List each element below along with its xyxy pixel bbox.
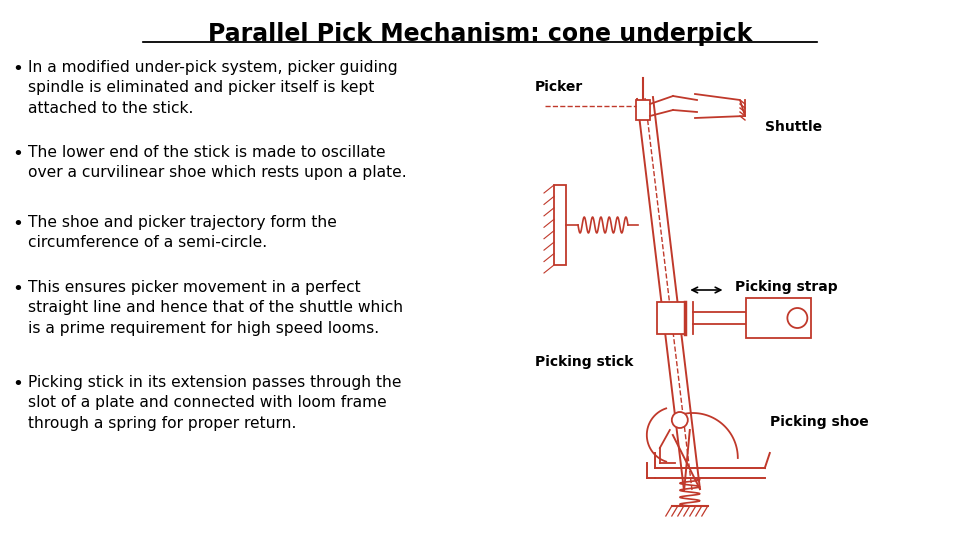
Text: Picking strap: Picking strap (735, 280, 838, 294)
Text: Picking shoe: Picking shoe (770, 415, 869, 429)
Text: •: • (12, 375, 23, 393)
Bar (746, 298, 811, 338)
Polygon shape (695, 94, 745, 118)
Text: •: • (12, 280, 23, 298)
Text: In a modified under-pick system, picker guiding
spindle is eliminated and picker: In a modified under-pick system, picker … (28, 60, 397, 116)
Text: The lower end of the stick is made to oscillate
over a curvilinear shoe which re: The lower end of the stick is made to os… (28, 145, 407, 180)
Circle shape (672, 412, 687, 428)
Text: Shuttle: Shuttle (765, 120, 822, 134)
Text: Parallel Pick Mechanism: cone underpick: Parallel Pick Mechanism: cone underpick (207, 22, 753, 46)
Text: •: • (12, 215, 23, 233)
Circle shape (787, 308, 807, 328)
Text: This ensures picker movement in a perfect
straight line and hence that of the sh: This ensures picker movement in a perfec… (28, 280, 403, 336)
Text: •: • (12, 60, 23, 78)
Bar (658, 302, 685, 334)
Text: Picking stick in its extension passes through the
slot of a plate and connected : Picking stick in its extension passes th… (28, 375, 401, 431)
Text: Picker: Picker (535, 80, 584, 94)
Text: •: • (12, 145, 23, 163)
Bar (636, 100, 650, 120)
Text: Picking stick: Picking stick (535, 355, 634, 369)
Bar (554, 185, 566, 265)
Text: The shoe and picker trajectory form the
circumference of a semi-circle.: The shoe and picker trajectory form the … (28, 215, 337, 251)
